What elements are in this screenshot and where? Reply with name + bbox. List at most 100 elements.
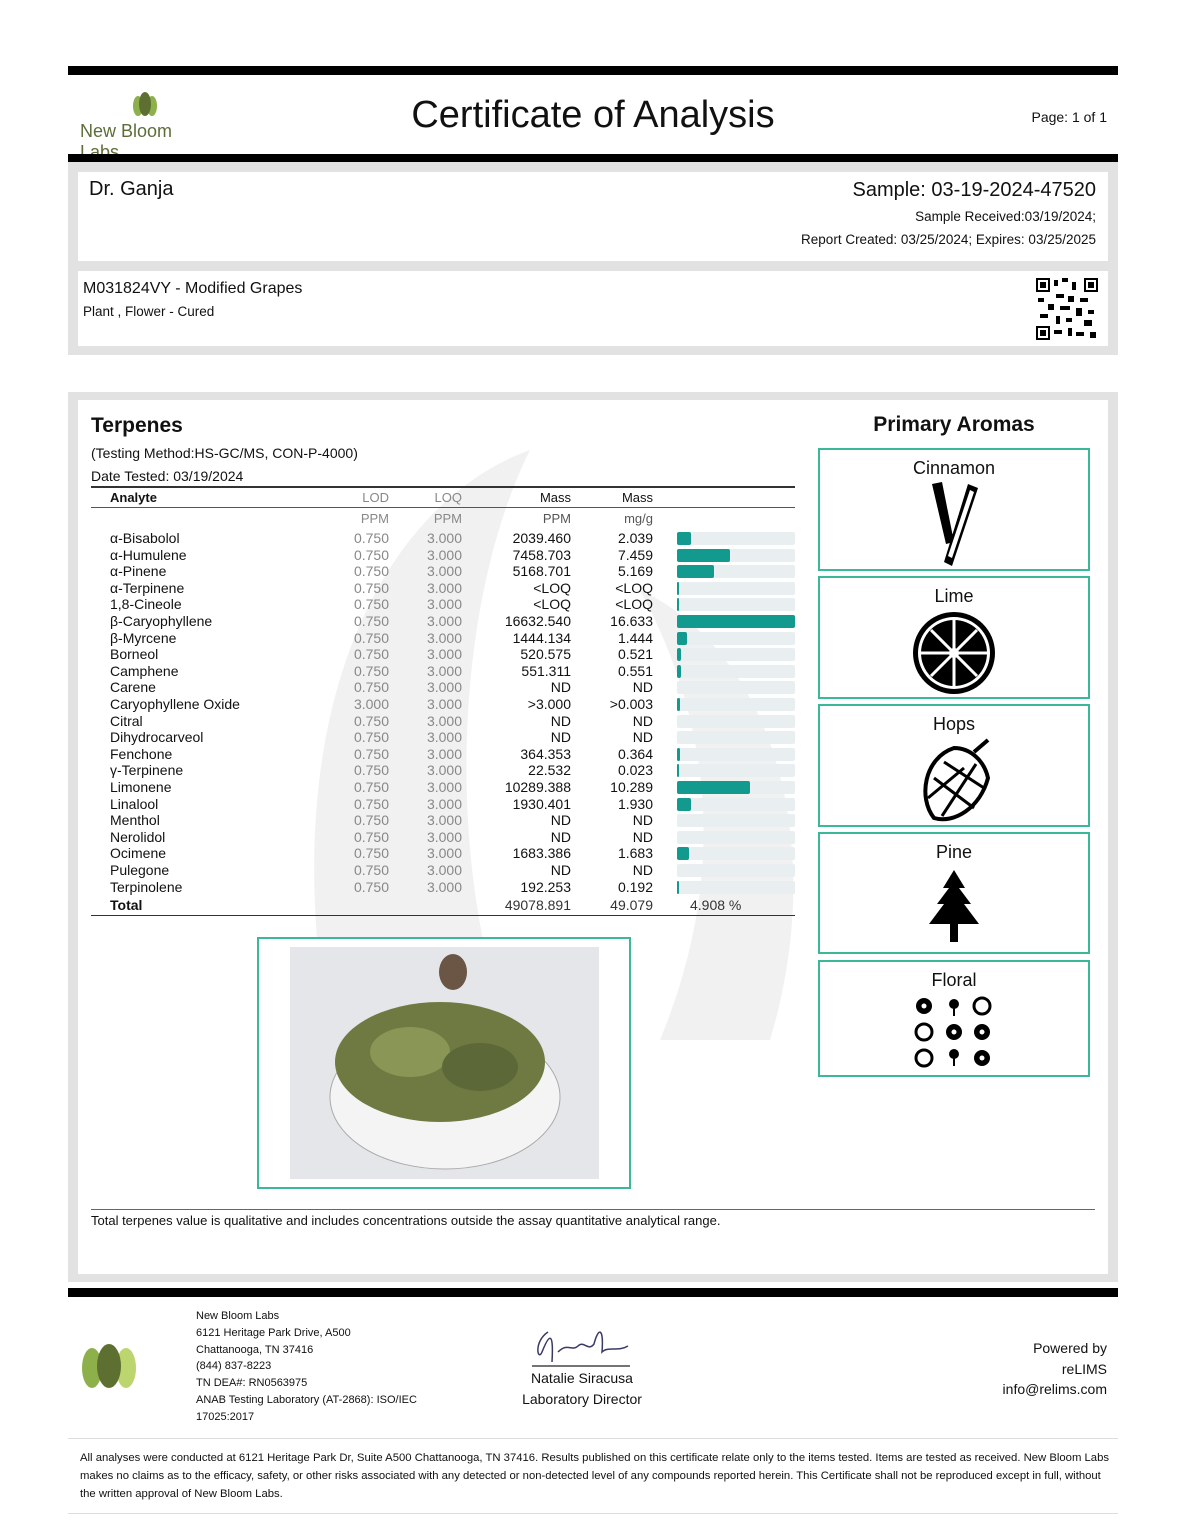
unit-lod: PPM [360,511,389,526]
footer-rule [68,1288,1118,1297]
loq-value: 3.000 [426,563,462,580]
analyte-name: Dihydrocarveol [110,729,204,746]
analyte-name: α-Bisabolol [110,530,180,546]
vendor-email[interactable]: info@relims.com [1002,1381,1107,1397]
mass-ppm: 1930.401 [512,795,571,812]
table-row: α-Humulene 0.750 3.000 7458.703 7.459 [91,547,795,563]
hops-icon [923,738,991,822]
bar-fill [677,565,714,579]
mass-mg: 1.930 [617,795,653,812]
aroma-pine: Pine [818,832,1090,954]
loq-value: 3.000 [426,878,462,895]
table-row: α-Terpinene 0.750 3.000 <LOQ <LOQ [91,580,795,596]
vendor-name: reLIMS [1061,1360,1107,1377]
mass-ppm: ND [550,862,571,878]
total-percent: 4.908 % [690,897,742,913]
analyte-name: β-Caryophyllene [110,613,213,629]
total-mg: 49.079 [610,897,653,913]
aroma-label: Hops [932,714,976,734]
bar-track [677,747,795,761]
address-line: New Bloom Labs [196,1310,280,1322]
mass-mg: <LOQ [615,596,653,613]
mass-mg: 0.364 [617,745,653,762]
lod-value: 0.750 [353,662,389,679]
table-row: β-Caryophyllene 0.750 3.000 16632.540 16.633 [91,613,795,629]
bar-fill [677,532,692,545]
bar-fill [677,598,679,612]
unit-mg: mg/g [624,511,653,526]
report-dates: Report Created: 03/25/2024; Expires: 03/… [801,232,1096,247]
address-line: TN DEA#: RN0563975 [196,1377,308,1390]
product-name: M031824VY - Modified Grapes [83,280,303,297]
mass-ppm: ND [550,729,571,746]
page-number: Page: 1 of 1 [1031,109,1107,125]
table-row: Fenchone 0.750 3.000 364.353 0.364 [91,746,795,762]
bar-fill [677,781,750,794]
aroma-label: Cinnamon [912,458,996,478]
table-row: Pulegone 0.750 3.000 ND ND [91,862,795,878]
analyte-name: α-Pinene [110,563,167,580]
mass-mg: ND [632,712,653,729]
analyte-name: Linalool [110,795,159,812]
loq-value: 3.000 [426,629,462,646]
lod-value: 0.750 [353,812,389,829]
loq-value: 3.000 [426,613,462,629]
loq-value: 3.000 [426,845,462,862]
mass-ppm: <LOQ [533,579,571,596]
qr-code-icon [1036,278,1098,340]
table-row: 1,8-Cineole 0.750 3.000 <LOQ <LOQ [91,596,795,612]
loq-value: 3.000 [426,679,462,696]
client-box: Dr. Ganja Sample: 03-19-2024-47520 Sampl… [78,172,1108,261]
table-row: Dihydrocarveol 0.750 3.000 ND ND [91,729,795,745]
lab-address: New Bloom Labs 6121 Heritage Park Drive,… [196,1308,417,1426]
mass-ppm: 551.311 [521,662,571,679]
aroma-lime: Lime [818,576,1090,699]
bar-track [677,814,795,828]
powered-by-label: Powered by [1033,1340,1107,1356]
mass-ppm: ND [550,828,571,845]
signer-title: Laboratory Director [522,1391,642,1407]
loq-value: 3.000 [426,712,462,729]
analyte-name: Caryophyllene Oxide [110,696,240,712]
table-row: Carene 0.750 3.000 ND ND [91,679,795,695]
testing-method: (Testing Method:HS-GC/MS, CON-P-4000) [91,445,358,461]
mass-ppm: >3.000 [527,696,571,712]
address-line: ANAB Testing Laboratory (AT-2868): ISO/I… [196,1393,417,1406]
loq-value: 3.000 [426,729,462,746]
lod-value: 0.750 [353,596,389,613]
analyte-name: α-Humulene [110,546,187,563]
table-row: Terpinolene 0.750 3.000 192.253 0.192 [91,879,795,895]
mass-mg: 0.521 [617,646,653,663]
mass-mg: 2.039 [617,530,653,546]
sample-photo-frame [257,937,631,1189]
bar-fill [677,581,679,595]
analyte-name: Fenchone [110,745,173,762]
mass-mg: 10.289 [610,779,653,795]
bottom-rule [68,1513,1118,1514]
bar-track [677,664,795,678]
lod-value: 0.750 [353,530,389,546]
mass-mg: ND [632,828,653,845]
mass-ppm: 2039.460 [512,530,571,546]
mass-mg: 1.444 [617,629,653,646]
mass-ppm: 192.253 [520,878,571,895]
col-loq: LOQ [434,490,462,505]
lod-value: 0.750 [353,828,389,845]
mass-ppm: <LOQ [533,596,571,613]
aroma-label: Floral [931,970,977,990]
analyte-name: Borneol [110,646,159,663]
address-line: Chattanooga, TN 37416 [196,1343,314,1356]
mass-mg: 1.683 [617,845,653,862]
table-row: Limonene 0.750 3.000 10289.388 10.289 [91,779,795,795]
loq-value: 3.000 [426,662,462,679]
lod-value: 0.750 [353,878,389,895]
analyte-name: Limonene [110,779,172,795]
pine-tree-icon [929,870,979,942]
bar-fill [677,797,691,811]
bar-track [677,714,795,728]
address-line: 17025:2017 [196,1410,255,1423]
table-row: Borneol 0.750 3.000 520.575 0.521 [91,646,795,662]
bar-fill [677,664,681,678]
mass-ppm: 364.353 [520,745,571,762]
table-row: Menthol 0.750 3.000 ND ND [91,812,795,828]
